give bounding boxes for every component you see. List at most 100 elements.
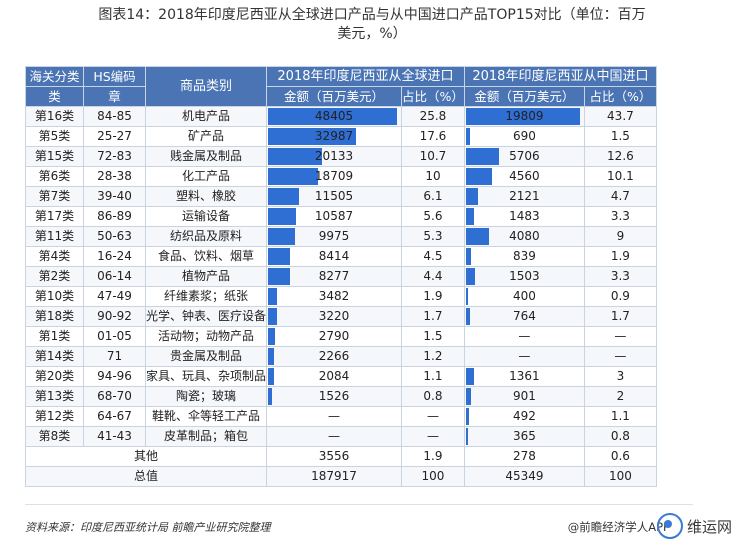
bar [268, 108, 397, 125]
bar-value-label: 32987 [314, 129, 354, 143]
china-share-cell: 3.3 [583, 266, 657, 287]
bar [268, 168, 318, 185]
bar [465, 168, 493, 185]
hs-cell: 84-85 [83, 106, 146, 127]
bar-value-label: 400 [512, 289, 536, 303]
china-share-cell: 43.7 [583, 106, 657, 127]
china-share-cell: 1.9 [583, 246, 657, 267]
global-share-cell: 5.6 [401, 206, 465, 227]
bar [465, 148, 499, 165]
china-share-cell: 3 [583, 366, 657, 387]
china-amount-cell: 4560 [463, 166, 585, 187]
header-china-amount: 金额（百万美元） [463, 86, 585, 107]
bar [465, 108, 581, 125]
watermark-logo-icon [656, 513, 683, 539]
class-cell: 第20类 [25, 366, 84, 387]
global-amount-cell: 3556 [266, 446, 403, 467]
bar [465, 388, 472, 405]
china-share-cell: — [583, 326, 657, 347]
watermark-text: 维运网 [686, 517, 732, 536]
category-cell: 陶瓷；玻璃 [144, 386, 268, 407]
bar [268, 388, 273, 405]
global-share-cell: 1.9 [401, 446, 465, 467]
chart-title: 图表14：2018年印度尼西亚从全球进口产品与从中国进口产品TOP15对比（单位… [0, 6, 744, 44]
bar-value-label: 1361 [509, 369, 540, 383]
china-share-cell: 10.1 [583, 166, 657, 187]
hs-cell: 25-27 [83, 126, 146, 147]
china-amount-cell: 492 [463, 406, 585, 427]
bar-value-label: 492 [512, 409, 536, 423]
bar [465, 288, 469, 305]
hs-cell: 71 [83, 346, 146, 367]
category-cell: 塑料、橡胶 [144, 186, 268, 207]
category-cell: 纺织品及原料 [144, 226, 268, 247]
china-share-cell: 0.8 [583, 426, 657, 447]
china-amount-cell: 278 [463, 446, 585, 467]
table-row: 第14类 71 贵金属及制品 2266 1.2 — — [25, 346, 657, 367]
summary-row: 总值 187917 100 45349 100 [24, 466, 657, 487]
global-amount-cell: — [266, 406, 403, 427]
hs-cell: 39-40 [83, 186, 146, 207]
class-cell: 第18类 [25, 306, 84, 327]
bar-value-label: 8277 [318, 269, 350, 283]
global-share-cell: 1.1 [401, 366, 465, 387]
bar-value-label: — [328, 409, 341, 423]
china-share-cell: — [583, 346, 657, 367]
class-cell: 第16类 [25, 106, 84, 127]
bar-value-label: 1503 [509, 269, 540, 283]
bar [268, 228, 295, 245]
bar-value-label: 18709 [314, 169, 354, 183]
china-share-cell: 0.6 [583, 446, 657, 467]
table-row: 第12类 64-67 鞋靴、伞等轻工产品 — — 492 1.1 [25, 406, 657, 427]
category-cell: 植物产品 [144, 266, 268, 287]
table-row: 第18类 90-92 光学、钟表、医疗设备 3220 1.7 764 1.7 [25, 306, 657, 327]
bar-value-label: 9975 [318, 229, 350, 243]
bar [465, 308, 471, 325]
china-amount-cell: — [463, 326, 585, 347]
table-row: 第5类 25-27 矿产品 32987 17.6 690 1.5 [25, 126, 657, 147]
china-amount-cell: 901 [463, 386, 585, 407]
category-cell: 活动物；动物产品 [144, 326, 268, 347]
table-row: 第7类 39-40 塑料、橡胶 11505 6.1 2121 4.7 [25, 186, 657, 207]
bar-value-label: 2266 [318, 349, 350, 363]
hs-cell: 68-70 [83, 386, 146, 407]
bar-value-label: 8414 [318, 249, 350, 263]
global-amount-cell: 9975 [266, 226, 403, 247]
china-share-cell: 3.3 [583, 206, 657, 227]
chart-title-line1: 图表14：2018年印度尼西亚从全球进口产品与从中国进口产品TOP15对比（单位… [98, 7, 646, 23]
bar-value-label: — [328, 429, 341, 443]
table-body: 第16类 84-85 机电产品 48405 25.8 19809 43.7 第5类 25-27 矿… [24, 106, 657, 487]
category-cell: 皮革制品；箱包 [144, 426, 268, 447]
category-cell: 机电产品 [144, 106, 268, 127]
bar [268, 288, 278, 305]
bar-value-label: 764 [512, 309, 536, 323]
global-amount-cell: — [266, 426, 403, 447]
table-row: 第4类 16-24 食品、饮料、烟草 8414 4.5 839 1.9 [25, 246, 657, 267]
china-share-cell: 2 [583, 386, 657, 407]
bar-value-label: 839 [512, 249, 536, 263]
bar-value-label: 10587 [314, 209, 354, 223]
hs-cell: 94-96 [83, 366, 146, 387]
class-cell: 第11类 [25, 226, 84, 247]
china-share-cell: 1.7 [583, 306, 657, 327]
global-share-cell: 5.3 [401, 226, 465, 247]
table-row: 第10类 47-49 纤维素浆；纸张 3482 1.9 400 0.9 [25, 286, 657, 307]
bar [268, 328, 276, 345]
china-share-cell: 12.6 [583, 146, 657, 167]
table-row: 第1类 01-05 活动物；动物产品 2790 1.5 — — [25, 326, 657, 347]
header-class: 海关分类 [25, 66, 84, 87]
global-share-cell: 10.7 [401, 146, 465, 167]
category-cell: 光学、钟表、医疗设备 [144, 306, 268, 327]
china-share-cell: 1.5 [583, 126, 657, 147]
bar [268, 128, 356, 145]
bar-value-label: 48405 [314, 109, 354, 123]
global-share-cell: 10 [401, 166, 465, 187]
global-amount-cell: 20133 [266, 146, 403, 167]
bar-value-label: 11505 [314, 189, 354, 203]
bar-value-label: 690 [512, 129, 536, 143]
bar [465, 188, 479, 205]
global-share-cell: 1.2 [401, 346, 465, 367]
table-row: 第13类 68-70 陶瓷；玻璃 1526 0.8 901 2 [25, 386, 657, 407]
class-cell: 第13类 [25, 386, 84, 407]
header-global-share: 占比（%） [401, 86, 465, 107]
